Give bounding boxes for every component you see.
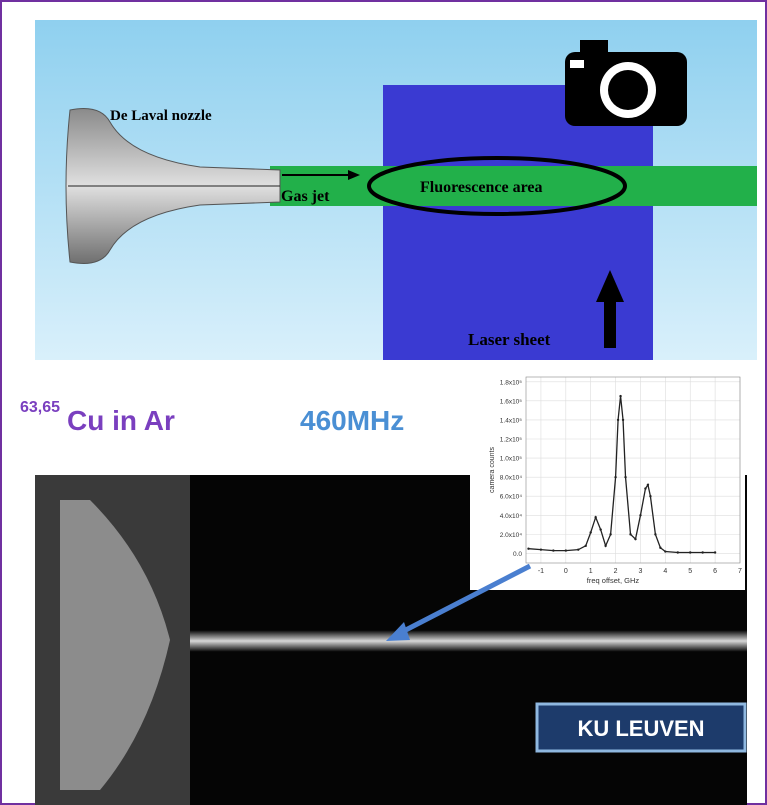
data-point [609, 533, 611, 535]
data-point [629, 533, 631, 535]
data-point [644, 487, 646, 489]
y-tick-label: 1.4x10⁵ [500, 417, 523, 424]
sample-label: Cu in Ar [67, 405, 175, 436]
laser-arrow [604, 300, 616, 348]
data-point [701, 551, 703, 553]
laser-label: Laser sheet [468, 330, 551, 349]
data-point [714, 551, 716, 553]
x-tick-label: 1 [589, 568, 593, 575]
data-point [659, 547, 661, 549]
x-tick-label: 0 [564, 568, 568, 575]
data-point [677, 551, 679, 553]
y-tick-label: 1.2x10⁵ [500, 437, 523, 444]
x-tick-label: 7 [738, 568, 742, 575]
data-point [604, 545, 606, 547]
data-point [565, 549, 567, 551]
data-point [619, 395, 621, 397]
y-tick-label: 0.0 [513, 551, 522, 558]
data-point [654, 533, 656, 535]
x-axis-label: freq offset, GHz [587, 576, 640, 585]
logo-text: KU LEUVEN [577, 716, 704, 741]
y-tick-label: 2.0x10⁴ [500, 532, 523, 539]
data-point [649, 495, 651, 497]
y-tick-label: 6.0x10⁴ [500, 494, 523, 501]
data-point [614, 476, 616, 478]
area-label: Fluorescence area [420, 179, 542, 196]
inset-chart: 0.0 2.0x10⁴ 4.0x10⁴ 6.0x10⁴ 8.0x10⁴ 1.0x10⁵ 1.… [470, 365, 745, 590]
camera-icon [565, 40, 687, 126]
x-tick-label: 2 [614, 568, 618, 575]
x-tick-label: 6 [713, 568, 717, 575]
data-point [639, 514, 641, 516]
data-point [617, 419, 619, 421]
data-point [624, 476, 626, 478]
y-tick-label: 1.6x10⁵ [500, 398, 523, 405]
data-point [585, 545, 587, 547]
data-point [527, 547, 529, 549]
photo-beam [190, 630, 747, 652]
data-point [689, 551, 691, 553]
data-point [664, 550, 666, 552]
y-tick-label: 4.0x10⁴ [500, 513, 523, 520]
x-tick-label: 5 [688, 568, 692, 575]
data-point [622, 419, 624, 421]
y-tick-label: 1.0x10⁵ [500, 456, 523, 463]
x-tick-label: 4 [663, 568, 667, 575]
data-point [540, 548, 542, 550]
jet-label: Gas jet [281, 188, 330, 205]
data-point [594, 516, 596, 518]
isotope-superscript: 63,65 [20, 399, 60, 416]
slide: De Laval nozzle Gas jet Fluorescence are… [0, 0, 767, 805]
data-point [589, 531, 591, 533]
data-point [552, 549, 554, 551]
data-point [634, 538, 636, 540]
data-point [577, 548, 579, 550]
y-axis-label: camera counts [489, 447, 496, 493]
y-tick-label: 1.8x10⁵ [500, 379, 523, 386]
data-point [647, 484, 649, 486]
x-tick-label: -1 [538, 568, 544, 575]
x-tick-label: 3 [639, 568, 643, 575]
y-tick-label: 8.0x10⁴ [500, 475, 523, 482]
data-point [599, 528, 601, 530]
nozzle-label: De Laval nozzle [110, 108, 212, 124]
resolution-label: 460MHz [300, 405, 404, 436]
